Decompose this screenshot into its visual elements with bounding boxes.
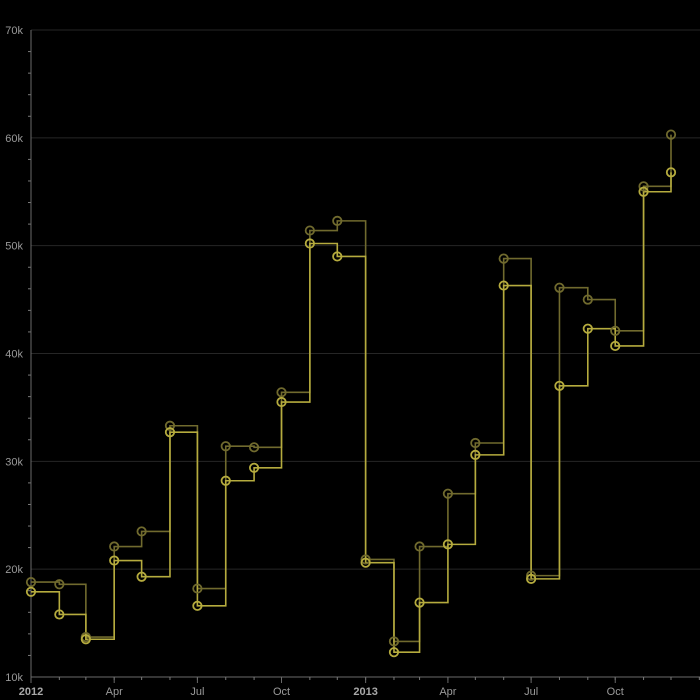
data-point-series-1[interactable] <box>332 215 343 226</box>
data-point-series-2[interactable] <box>498 280 509 291</box>
data-point-series-2[interactable] <box>304 238 315 249</box>
x-tick-label: 2013 <box>353 686 377 698</box>
data-point-series-2[interactable] <box>360 557 371 568</box>
data-point-series-2[interactable] <box>638 186 649 197</box>
data-point-series-1[interactable] <box>109 541 120 552</box>
data-point-series-1[interactable] <box>414 541 425 552</box>
data-point-series-1[interactable] <box>470 437 481 449</box>
data-point-series-1[interactable] <box>388 636 400 647</box>
data-point-series-2[interactable] <box>164 427 176 438</box>
data-point-series-1[interactable] <box>276 387 287 398</box>
data-point-series-1[interactable] <box>304 225 315 236</box>
data-point-series-2[interactable] <box>554 380 565 391</box>
x-tick-label: 2012 <box>19 686 43 698</box>
x-tick-label: Apr <box>106 686 123 698</box>
x-axis: 2012 Apr Jul Oct 2013 Apr Jul Oct <box>19 676 700 698</box>
data-point-series-1[interactable] <box>25 577 37 588</box>
data-point-series-1[interactable] <box>192 583 203 594</box>
data-point-series-2[interactable] <box>248 462 260 473</box>
data-point-series-2[interactable] <box>332 251 343 262</box>
data-point-series-2[interactable] <box>136 571 147 582</box>
series-line-2 <box>31 172 672 653</box>
data-point-series-1[interactable] <box>248 442 260 453</box>
data-point-series-1[interactable] <box>498 253 509 264</box>
data-point-series-2[interactable] <box>388 647 400 658</box>
data-point-series-1[interactable] <box>638 181 649 192</box>
data-point-series-1[interactable] <box>582 294 593 305</box>
y-tick-label: 10k <box>5 672 23 684</box>
x-tick-label: Jul <box>524 686 538 698</box>
data-point-series-2[interactable] <box>442 539 454 550</box>
data-point-series-1[interactable] <box>526 570 537 581</box>
data-point-series-2[interactable] <box>220 475 231 486</box>
data-point-series-2[interactable] <box>526 573 537 584</box>
data-point-series-1[interactable] <box>665 129 677 140</box>
data-point-series-2[interactable] <box>414 597 425 608</box>
data-point-series-2[interactable] <box>192 600 203 611</box>
data-point-series-1[interactable] <box>54 579 65 590</box>
x-tick-label: Oct <box>273 686 290 698</box>
y-axis: 10k 20k 30k 40k 50k 60k 70k <box>5 25 32 684</box>
data-point-series-1[interactable] <box>360 554 371 565</box>
y-tick-label: 40k <box>5 349 23 361</box>
data-point-series-1[interactable] <box>136 526 147 537</box>
data-point-series-2[interactable] <box>276 396 287 408</box>
series-line-1 <box>31 134 672 643</box>
data-point-series-1[interactable] <box>164 420 176 431</box>
plot-area <box>25 129 677 658</box>
data-point-series-2[interactable] <box>54 609 65 620</box>
x-tick-label: Jul <box>190 686 204 698</box>
y-tick-label: 30k <box>5 456 23 468</box>
data-point-series-2[interactable] <box>665 167 677 178</box>
data-point-series-1[interactable] <box>442 488 454 499</box>
data-point-series-2[interactable] <box>109 555 120 566</box>
data-point-series-1[interactable] <box>610 325 621 336</box>
data-point-series-2[interactable] <box>610 340 621 352</box>
data-point-series-1[interactable] <box>220 441 231 452</box>
x-tick-label: Oct <box>607 686 624 698</box>
x-tick-label: Apr <box>439 686 456 698</box>
y-tick-label: 20k <box>5 564 23 576</box>
y-tick-label: 50k <box>5 241 23 253</box>
data-point-series-1[interactable] <box>554 282 565 293</box>
data-point-series-2[interactable] <box>80 634 91 645</box>
y-tick-label: 70k <box>5 25 23 37</box>
data-point-series-2[interactable] <box>25 586 37 597</box>
data-point-series-2[interactable] <box>582 323 593 334</box>
data-point-series-2[interactable] <box>470 449 481 460</box>
y-tick-label: 60k <box>5 133 23 145</box>
